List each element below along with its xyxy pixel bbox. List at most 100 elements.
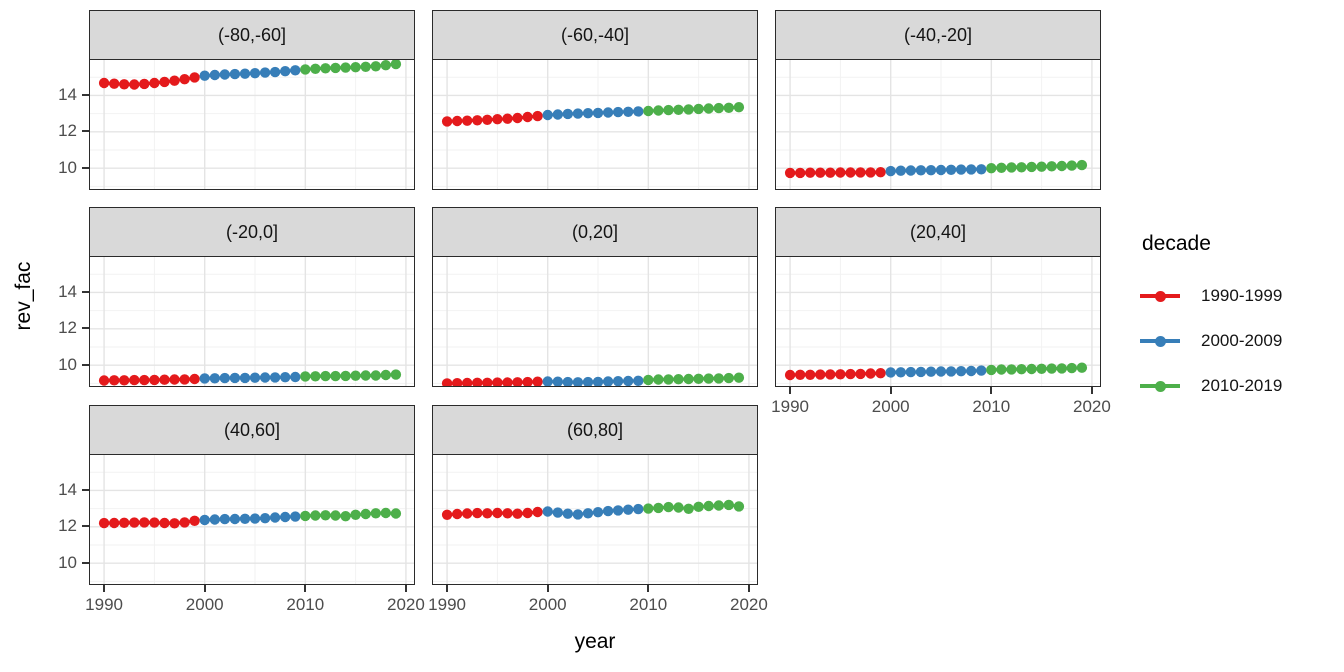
data-point <box>512 112 523 123</box>
data-point <box>703 372 714 384</box>
data-point <box>955 163 967 175</box>
facet-plot-area <box>89 453 415 585</box>
data-point <box>179 73 190 84</box>
data-point <box>673 501 684 513</box>
legend-key-dot <box>1154 335 1166 347</box>
legend-entries: 1990-1999 2000-2009 2010-2019 <box>1140 282 1282 400</box>
data-point <box>452 115 463 126</box>
data-point <box>865 166 876 178</box>
data-point <box>380 369 391 380</box>
data-point <box>269 511 281 523</box>
data-point <box>673 104 684 115</box>
x-tick-mark <box>446 584 449 592</box>
facet-panel-80-60: (-80,-60] <box>89 10 415 190</box>
x-tick-label: 2010 <box>972 396 1011 416</box>
y-tick-label: 12 <box>58 121 77 141</box>
facet-plot-area <box>89 255 415 387</box>
data-point <box>582 507 594 518</box>
data-point <box>885 165 896 176</box>
data-point <box>310 370 321 381</box>
data-point <box>612 504 624 516</box>
data-point <box>169 75 180 86</box>
data-point <box>795 369 806 380</box>
x-tick-label: 2000 <box>871 396 910 416</box>
data-point <box>612 375 624 386</box>
x-tick-mark <box>546 584 549 592</box>
facet-strip-label: (-60,-40] <box>432 10 758 60</box>
x-tick-label: 1990 <box>85 594 123 614</box>
data-point <box>703 500 714 511</box>
data-point <box>1066 362 1077 373</box>
data-point <box>129 374 140 385</box>
data-point <box>209 69 220 80</box>
legend-key-icon <box>1140 282 1180 310</box>
data-point <box>492 507 503 518</box>
data-point <box>683 103 694 115</box>
data-point <box>845 166 856 178</box>
data-point <box>653 373 664 385</box>
data-point <box>502 376 513 386</box>
facet-strip-label: (40,60] <box>89 405 415 455</box>
legend-entry-label: 2010-2019 <box>1201 376 1283 395</box>
data-point <box>119 78 130 89</box>
facet-strip-label: (-40,-20] <box>775 10 1101 60</box>
data-point <box>472 114 483 125</box>
data-point <box>259 512 271 523</box>
data-point <box>129 78 140 90</box>
data-point <box>805 167 816 178</box>
data-point <box>98 77 110 88</box>
data-point <box>482 507 493 518</box>
data-point <box>441 115 453 127</box>
data-point <box>572 508 584 520</box>
data-point <box>552 506 563 518</box>
data-point <box>693 501 704 512</box>
data-point <box>592 107 604 118</box>
data-point <box>673 373 684 384</box>
legend-entry-1990-1999: 1990-1999 <box>1140 282 1282 310</box>
data-point <box>300 370 311 382</box>
data-point <box>522 376 533 386</box>
data-point <box>723 499 734 510</box>
data-point <box>340 61 351 73</box>
data-point <box>784 167 796 178</box>
facet-panel-60-80: (60,80] <box>432 405 758 585</box>
data-point <box>1006 161 1017 173</box>
y-tick-mark <box>82 166 89 169</box>
data-point <box>320 370 331 381</box>
y-tick-mark <box>82 130 89 133</box>
data-point <box>98 374 110 386</box>
data-point <box>683 503 694 514</box>
data-point <box>330 509 341 521</box>
data-point <box>310 63 321 74</box>
facet-panel-40-60: (40,60] <box>89 405 415 585</box>
data-point <box>390 368 402 380</box>
data-point <box>713 102 724 113</box>
data-point <box>350 509 361 520</box>
facet-strip-label: (-80,-60] <box>89 10 415 60</box>
data-point <box>340 370 351 381</box>
data-point <box>169 373 180 385</box>
facet-panel-20-40: (20,40] <box>775 207 1101 387</box>
data-point <box>925 366 937 377</box>
legend-title: decade <box>1142 232 1211 255</box>
facet-chart-svg <box>433 454 757 584</box>
data-point <box>1046 160 1057 171</box>
data-point <box>976 364 987 376</box>
data-point <box>229 68 241 79</box>
x-tick-label: 2000 <box>528 594 567 614</box>
data-point <box>300 510 311 521</box>
data-point <box>502 507 513 518</box>
data-point <box>572 107 584 119</box>
data-point <box>239 513 251 524</box>
data-point <box>1006 363 1017 375</box>
x-tick-label: 1990 <box>428 594 466 614</box>
data-point <box>865 367 876 379</box>
data-point <box>562 108 573 119</box>
data-point <box>663 373 674 385</box>
data-point <box>360 508 371 519</box>
data-point <box>229 513 241 524</box>
y-tick-label: 14 <box>58 281 77 301</box>
x-tick-label: 2010 <box>286 594 325 614</box>
facet-panel-40-20: (-40,-20] <box>775 10 1101 190</box>
